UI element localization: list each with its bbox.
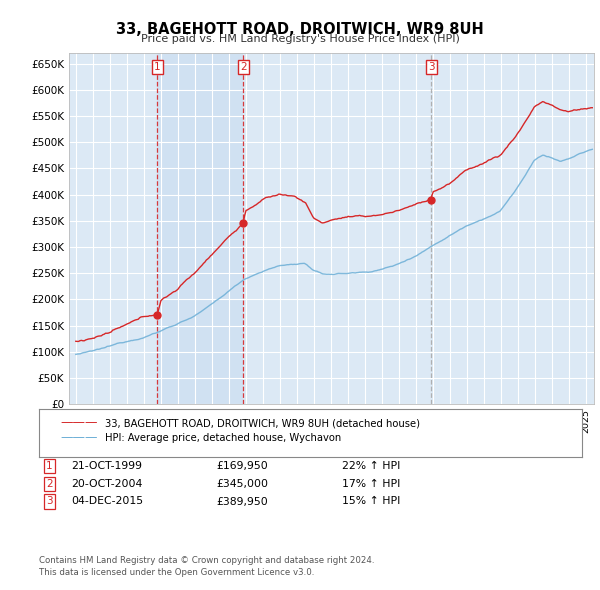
Text: 1: 1 [46,461,53,471]
Text: £345,000: £345,000 [216,479,268,489]
Text: 2: 2 [240,62,247,72]
Text: ———: ——— [60,431,97,444]
Text: 2: 2 [46,479,53,489]
Text: 04-DEC-2015: 04-DEC-2015 [71,497,143,506]
Text: 15% ↑ HPI: 15% ↑ HPI [342,497,400,506]
Text: 20-OCT-2004: 20-OCT-2004 [71,479,142,489]
Bar [157,53,243,404]
Text: 22% ↑ HPI: 22% ↑ HPI [342,461,400,471]
Text: Contains HM Land Registry data © Crown copyright and database right 2024.
This d: Contains HM Land Registry data © Crown c… [39,556,374,576]
Text: 21-OCT-1999: 21-OCT-1999 [71,461,142,471]
Text: 17% ↑ HPI: 17% ↑ HPI [342,479,400,489]
Text: £169,950: £169,950 [216,461,268,471]
Text: 3: 3 [428,62,434,72]
Text: 33, BAGEHOTT ROAD, DROITWICH, WR9 8UH: 33, BAGEHOTT ROAD, DROITWICH, WR9 8UH [116,22,484,37]
Text: £389,950: £389,950 [216,497,268,506]
Text: HPI: Average price, detached house, Wychavon: HPI: Average price, detached house, Wych… [105,434,341,443]
Text: 33, BAGEHOTT ROAD, DROITWICH, WR9 8UH (detached house): 33, BAGEHOTT ROAD, DROITWICH, WR9 8UH (d… [105,419,420,428]
Text: Price paid vs. HM Land Registry's House Price Index (HPI): Price paid vs. HM Land Registry's House … [140,34,460,44]
Text: ———: ——— [60,417,97,430]
Text: 3: 3 [46,497,53,506]
Text: 1: 1 [154,62,161,72]
